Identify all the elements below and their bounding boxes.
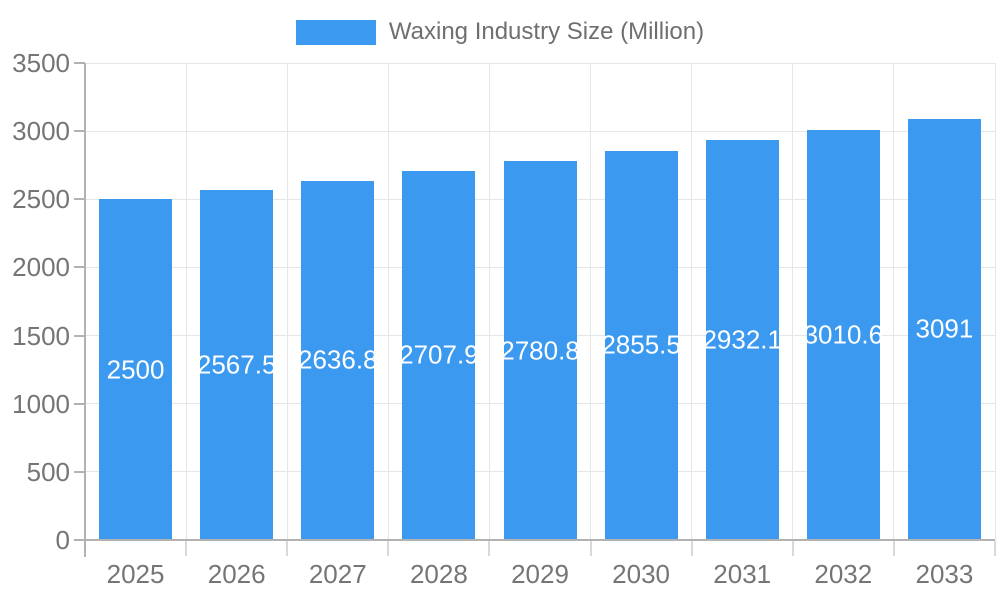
- bar-value-label: 2707.9: [399, 339, 479, 370]
- y-axis-tick: [74, 539, 85, 541]
- y-axis-tick-label: 2500: [12, 184, 70, 215]
- gridline-vertical: [387, 63, 389, 540]
- y-axis-tick: [74, 198, 85, 201]
- x-axis-tick: [892, 541, 895, 556]
- x-axis-tick-label: 2027: [308, 559, 367, 589]
- y-axis-tick-label: 500: [26, 456, 70, 487]
- bar-value-label: 2500: [106, 354, 165, 385]
- x-axis-tick-label: 2031: [713, 559, 772, 589]
- x-axis-baseline: [85, 539, 995, 541]
- y-axis-line: [84, 63, 86, 557]
- x-axis-tick-label: 2025: [106, 559, 165, 589]
- y-axis-tick-label: 1500: [12, 320, 70, 351]
- x-axis-tick: [791, 541, 794, 556]
- gridline-vertical: [792, 63, 794, 540]
- y-axis-tick: [74, 334, 85, 337]
- gridline-vertical: [691, 63, 693, 540]
- bar-2025[interactable]: 2500: [99, 199, 173, 540]
- gridline-vertical: [590, 63, 592, 540]
- legend-swatch: [295, 19, 376, 45]
- bar-2028[interactable]: 2707.9: [399, 170, 479, 540]
- bar-value-label: 2567.5: [196, 349, 277, 380]
- plot-area: 2500 2567.5 2636.8 2707.9 2780.8 2855.5 2932.1…: [85, 62, 996, 540]
- bar-2026[interactable]: 2567.5: [197, 190, 276, 540]
- y-axis-tick-label: 3500: [12, 48, 70, 78]
- x-axis-tick: [185, 541, 188, 556]
- bar-2029[interactable]: 2780.8: [500, 161, 580, 540]
- legend[interactable]: Waxing Industry Size (Million): [0, 18, 1000, 46]
- gridline-vertical: [893, 63, 895, 540]
- y-axis-tick: [74, 402, 85, 405]
- legend-label: Waxing Industry Size (Million): [388, 18, 705, 45]
- y-axis-tick: [74, 62, 85, 64]
- bar-2030[interactable]: 2855.5: [601, 150, 681, 540]
- y-axis-tick-label: 2000: [12, 252, 70, 283]
- y-axis-tick: [74, 130, 85, 133]
- gridline-vertical: [994, 63, 996, 540]
- x-axis-tick: [488, 541, 491, 556]
- y-axis-tick-label: 0: [55, 525, 70, 555]
- y-axis-tick: [74, 470, 85, 473]
- x-axis-tick: [994, 541, 996, 556]
- x-axis-tick-label: 2029: [511, 559, 569, 589]
- x-axis-tick: [387, 541, 390, 556]
- x-axis-tick: [690, 541, 693, 556]
- bar-2027[interactable]: 2636.8: [298, 180, 378, 540]
- x-axis-tick-label: 2033: [915, 559, 974, 589]
- bar-2031[interactable]: 2932.1: [702, 140, 782, 540]
- bar-value-label: 3091: [915, 313, 974, 344]
- x-axis-tick-label: 2030: [612, 559, 671, 589]
- bar-value-label: 2636.8: [298, 344, 378, 375]
- bar-2032[interactable]: 3010.6: [804, 129, 883, 540]
- x-axis-tick: [286, 541, 289, 556]
- bar-value-label: 2780.8: [500, 335, 580, 366]
- gridline-horizontal: [85, 130, 995, 132]
- gridline-vertical: [488, 63, 490, 540]
- gridline-vertical: [286, 63, 288, 540]
- x-axis-tick: [589, 541, 592, 556]
- bar-2033[interactable]: 3091: [907, 118, 981, 540]
- x-axis-tick-label: 2028: [409, 559, 468, 589]
- y-axis-tick-label: 1000: [12, 388, 70, 419]
- bar-value-label: 3010.6: [803, 319, 884, 350]
- x-axis-tick-label: 2032: [814, 559, 873, 589]
- bar-value-label: 2855.5: [601, 329, 681, 360]
- gridline-vertical: [185, 63, 187, 540]
- x-axis-tick-label: 2026: [207, 559, 266, 589]
- gridline-horizontal: [85, 62, 995, 64]
- y-axis-tick: [74, 266, 85, 269]
- y-axis-tick-label: 3000: [12, 116, 70, 147]
- bar-value-label: 2932.1: [702, 324, 782, 355]
